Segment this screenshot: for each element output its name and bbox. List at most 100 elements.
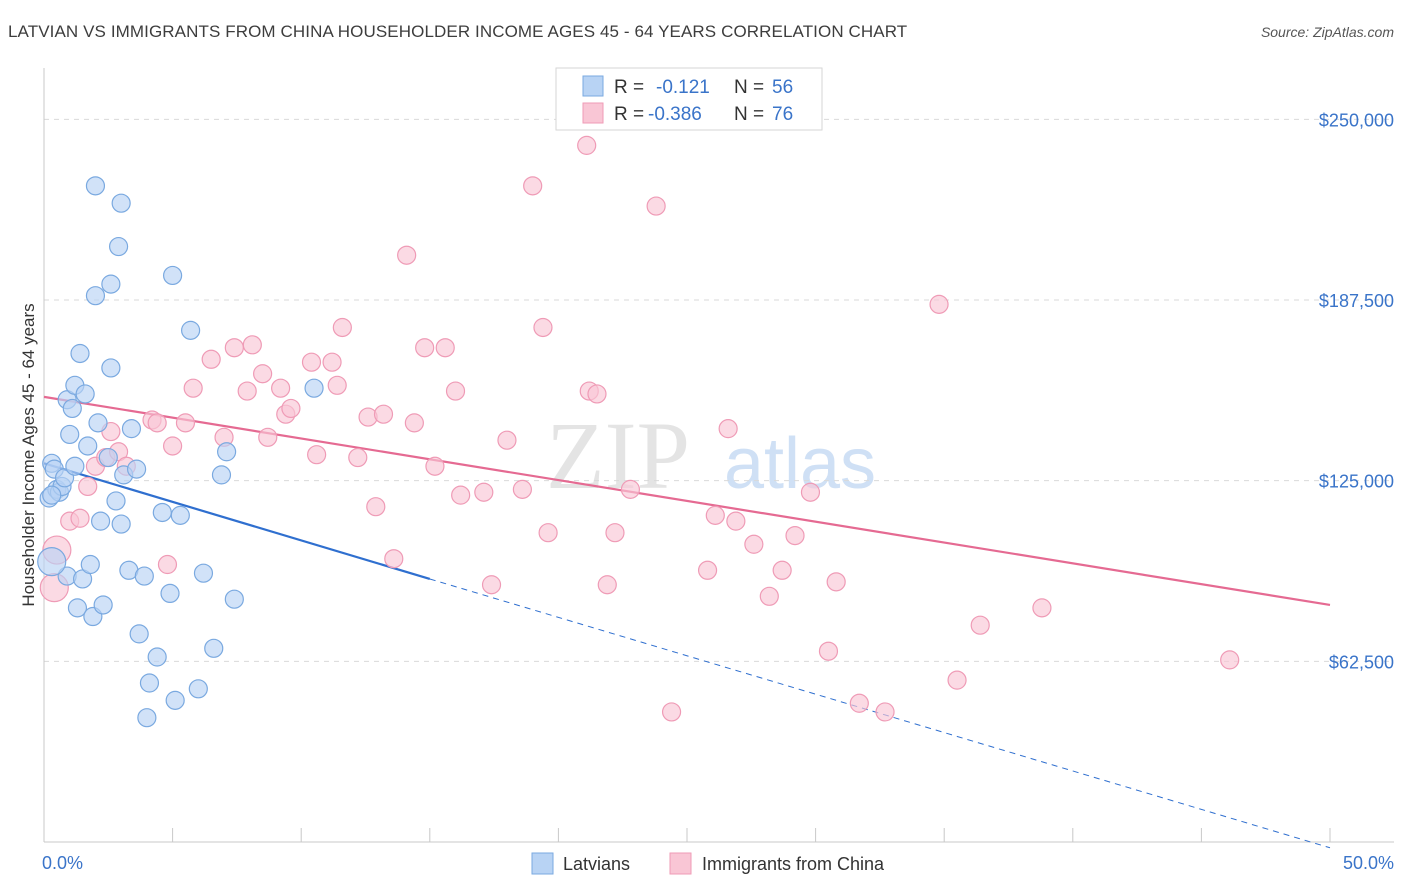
point-immigrants-from-china xyxy=(258,427,278,447)
point-immigrants-from-china xyxy=(425,456,445,476)
point-latvians xyxy=(137,708,157,728)
point-latvians xyxy=(129,624,149,644)
point-immigrants-from-china xyxy=(404,413,424,433)
point-immigrants-from-china xyxy=(481,575,502,595)
point-latvians xyxy=(80,554,100,575)
point-immigrants-from-china xyxy=(1032,598,1052,618)
point-latvians xyxy=(75,384,95,404)
bottom-legend-label-china: Immigrants from China xyxy=(702,854,885,874)
y-tick-label: $187,500 xyxy=(1319,291,1394,311)
legend-swatch-china xyxy=(582,102,604,124)
point-immigrants-from-china xyxy=(661,702,682,722)
point-immigrants-from-china xyxy=(705,505,725,525)
point-latvians xyxy=(165,690,185,710)
legend-n-value-latvians: 56 xyxy=(772,77,793,98)
point-latvians xyxy=(204,638,224,658)
point-latvians xyxy=(217,442,237,462)
point-latvians xyxy=(88,413,108,433)
point-immigrants-from-china xyxy=(435,338,455,358)
point-latvians xyxy=(147,647,167,667)
point-latvians xyxy=(42,485,62,505)
point-immigrants-from-china xyxy=(253,364,273,384)
point-latvians xyxy=(152,502,172,523)
point-immigrants-from-china xyxy=(307,445,327,465)
series-latvians xyxy=(37,176,324,728)
point-latvians xyxy=(111,193,131,213)
point-immigrants-from-china xyxy=(826,572,846,592)
point-latvians xyxy=(85,176,106,196)
point-latvians xyxy=(98,447,118,468)
point-latvians xyxy=(37,547,67,577)
point-immigrants-from-china xyxy=(147,413,167,433)
point-immigrants-from-china xyxy=(947,670,967,690)
point-immigrants-from-china xyxy=(533,317,553,338)
point-immigrants-from-china xyxy=(237,381,257,401)
point-immigrants-from-china xyxy=(759,586,779,606)
point-latvians xyxy=(224,589,244,609)
chart-title: LATVIAN VS IMMIGRANTS FROM CHINA HOUSEHO… xyxy=(8,22,908,41)
legend-bottom: Latvians Immigrants from China xyxy=(531,852,885,875)
point-immigrants-from-china xyxy=(1220,650,1240,670)
point-latvians xyxy=(90,511,111,531)
point-latvians xyxy=(211,465,232,485)
point-immigrants-from-china xyxy=(183,378,203,398)
point-latvians xyxy=(181,320,201,340)
point-immigrants-from-china xyxy=(538,523,558,543)
point-immigrants-from-china xyxy=(281,398,301,419)
point-immigrants-from-china xyxy=(271,378,291,398)
point-immigrants-from-china xyxy=(175,413,196,433)
legend-n-label-latvians: N = xyxy=(734,77,764,98)
point-latvians xyxy=(78,436,98,456)
legend-r-label-latvians: R = xyxy=(614,77,644,98)
legend-n-value-china: 76 xyxy=(772,104,793,125)
trend-line-latvians-extension xyxy=(429,578,1331,849)
point-latvians xyxy=(101,358,121,378)
bottom-legend-swatch-china xyxy=(669,852,692,875)
point-latvians xyxy=(126,459,147,479)
point-latvians xyxy=(111,514,131,534)
point-immigrants-from-china xyxy=(415,338,435,358)
point-immigrants-from-china xyxy=(348,447,368,468)
point-latvians xyxy=(60,424,80,445)
point-immigrants-from-china xyxy=(163,436,183,456)
trend-line-latvians xyxy=(43,462,431,581)
axes: $62,500 $125,000 $187,500 $250,000 xyxy=(43,68,1394,843)
point-latvians xyxy=(65,456,85,476)
point-latvians xyxy=(139,673,160,693)
point-immigrants-from-china xyxy=(970,615,990,635)
point-latvians xyxy=(106,491,126,511)
point-latvians xyxy=(134,566,154,586)
trend-lines xyxy=(43,395,1331,849)
legend-top: R = -0.121 N = 56 R = -0.386 N = 76 xyxy=(555,67,823,131)
point-immigrants-from-china xyxy=(718,419,738,439)
point-immigrants-from-china xyxy=(157,554,178,575)
point-latvians xyxy=(188,679,208,699)
point-immigrants-from-china xyxy=(744,534,764,554)
point-immigrants-from-china xyxy=(605,523,625,543)
point-immigrants-from-china xyxy=(497,430,517,450)
point-latvians xyxy=(193,563,214,583)
point-latvians xyxy=(163,265,183,286)
point-immigrants-from-china xyxy=(620,479,641,499)
point-latvians xyxy=(101,274,121,294)
point-immigrants-from-china xyxy=(445,381,466,401)
point-immigrants-from-china xyxy=(697,560,718,580)
watermark-atlas: atlas xyxy=(724,424,876,504)
point-immigrants-from-china xyxy=(849,693,869,713)
point-immigrants-from-china xyxy=(384,549,404,569)
point-immigrants-from-china xyxy=(373,404,394,424)
point-immigrants-from-china xyxy=(772,560,792,580)
legend-r-value-latvians: -0.121 xyxy=(656,77,710,98)
y-tick-label: $62,500 xyxy=(1329,652,1394,672)
point-immigrants-from-china xyxy=(366,497,386,517)
point-immigrants-from-china xyxy=(726,511,746,531)
source-label: Source: ZipAtlas.com xyxy=(1260,24,1394,40)
point-immigrants-from-china xyxy=(587,384,607,404)
point-latvians xyxy=(108,236,129,257)
point-immigrants-from-china xyxy=(875,702,895,722)
point-immigrants-from-china xyxy=(451,485,471,505)
point-latvians xyxy=(67,598,88,618)
point-immigrants-from-china xyxy=(327,375,347,395)
y-tick-label: $125,000 xyxy=(1319,472,1394,492)
watermark-zip: ZIP xyxy=(546,402,690,509)
